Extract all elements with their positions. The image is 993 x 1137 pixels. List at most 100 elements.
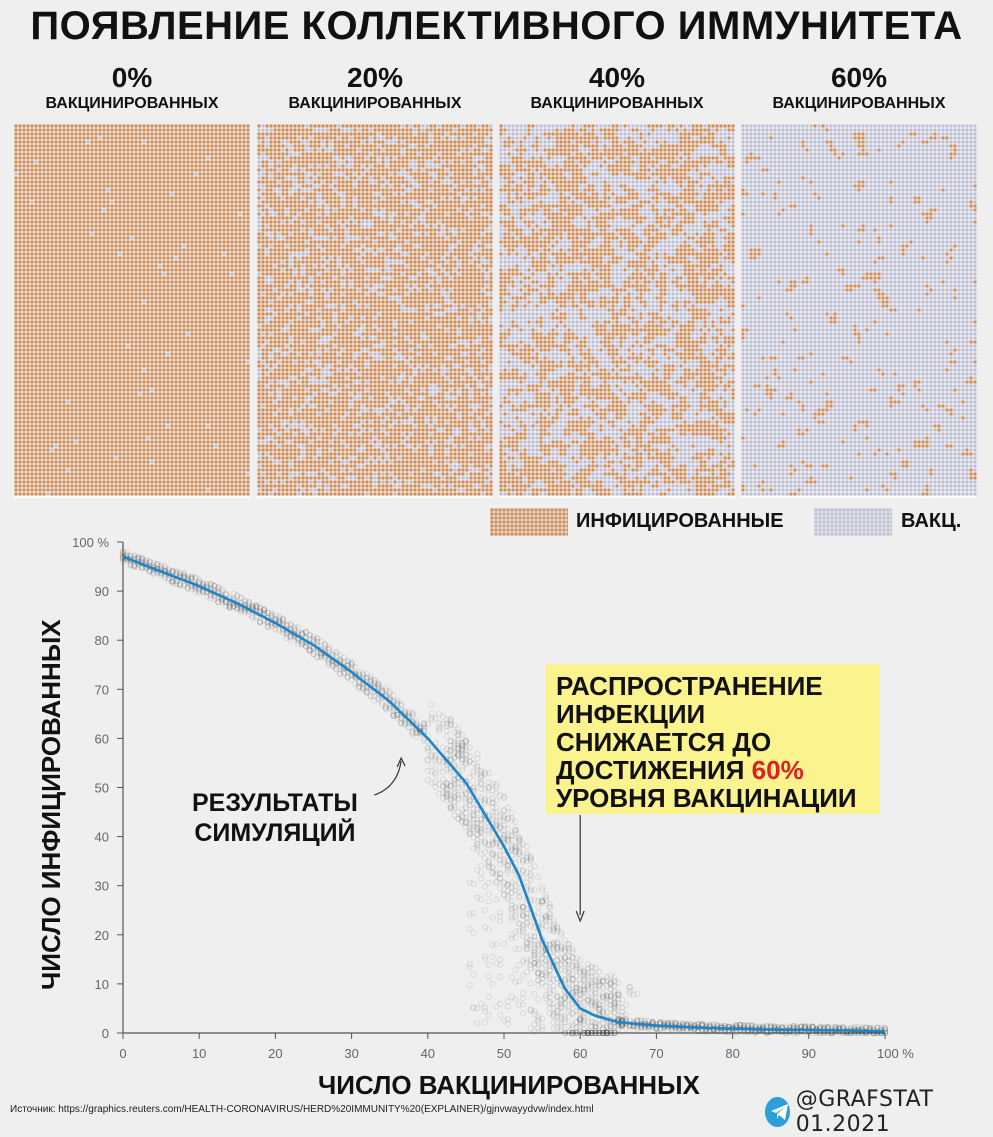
simulation-point	[599, 993, 607, 1000]
simulation-point	[462, 747, 469, 754]
simulation-point	[603, 1029, 610, 1037]
simulation-point	[599, 984, 607, 991]
x-tick-label: 0	[119, 1046, 126, 1061]
simulation-point	[458, 817, 466, 824]
simulation-point	[428, 762, 435, 769]
simulation-point	[580, 990, 588, 997]
simulation-point	[447, 747, 454, 754]
simulation-point	[458, 767, 466, 774]
simulation-point	[272, 612, 279, 619]
simulation-point	[443, 733, 450, 740]
simulation-point	[584, 1029, 591, 1037]
simulation-point	[508, 845, 515, 852]
simulation-point	[493, 851, 500, 858]
simulation-point	[398, 714, 405, 721]
simulation-point	[234, 605, 241, 612]
simulation-point	[321, 645, 329, 652]
simulation-point	[424, 757, 431, 764]
simulation-point	[226, 604, 233, 611]
simulation-point	[455, 796, 462, 803]
simulation-point	[424, 720, 431, 727]
simulation-point	[584, 983, 591, 990]
simulation-point	[588, 1029, 595, 1037]
simulation-point	[611, 1000, 618, 1007]
simulation-point	[531, 1008, 538, 1015]
simulation-point	[539, 1023, 546, 1030]
simulation-point	[451, 804, 458, 812]
simulation-point	[516, 906, 523, 913]
simulation-point	[512, 830, 519, 837]
simulation-point	[619, 1004, 626, 1011]
simulation-point	[508, 842, 515, 849]
simulation-point	[569, 1029, 576, 1037]
simulation-point	[420, 725, 428, 732]
simulation-point	[314, 653, 321, 660]
simulation-point	[207, 580, 214, 587]
simulation-point	[596, 995, 603, 1002]
simulation-point	[306, 647, 313, 654]
simulation-point	[470, 785, 477, 792]
simulation-point	[508, 889, 515, 896]
simulation-point	[565, 958, 572, 965]
simulation-point	[588, 1022, 595, 1029]
simulation-point	[577, 1029, 584, 1037]
simulation-point	[177, 581, 184, 588]
simulation-point	[577, 1017, 584, 1024]
simulation-point	[599, 1001, 607, 1008]
simulation-point	[462, 805, 469, 813]
simulation-point	[615, 991, 622, 999]
simulation-point	[497, 1011, 504, 1018]
simulation-point	[234, 592, 241, 599]
simulation-point	[386, 690, 393, 697]
simulation-point	[569, 971, 576, 978]
simulation-point	[249, 602, 256, 610]
simulation-point	[398, 720, 405, 727]
simulation-point	[554, 1003, 561, 1010]
simulation-point	[386, 705, 393, 712]
simulation-point	[443, 791, 450, 798]
simulation-point	[535, 873, 542, 881]
simulation-point	[531, 933, 538, 940]
simulation-point	[458, 813, 466, 820]
simulation-point	[169, 579, 176, 586]
simulation-point	[599, 1029, 607, 1037]
simulation-point	[580, 987, 588, 995]
simulation-point	[318, 653, 325, 660]
simulation-point	[352, 672, 359, 679]
simulation-point	[413, 730, 420, 737]
mean-curve	[122, 555, 886, 1033]
simulation-point	[519, 921, 527, 928]
simulation-point	[378, 699, 386, 706]
simulation-point	[516, 962, 523, 969]
simulation-point	[363, 689, 370, 696]
simulation-point	[577, 957, 584, 964]
simulation-point	[458, 742, 466, 750]
simulation-point	[596, 1022, 603, 1029]
simulation-point	[565, 945, 572, 952]
simulation-point	[485, 961, 492, 969]
simulation-point	[298, 639, 306, 647]
simulation-point	[458, 764, 466, 771]
simulation-point	[474, 843, 481, 850]
simulation-point	[611, 977, 618, 984]
simulation-point	[611, 979, 618, 986]
simulation-point	[390, 712, 397, 720]
simulation-point	[497, 857, 504, 864]
simulation-point	[329, 662, 336, 669]
simulation-point	[462, 739, 469, 746]
simulation-point	[626, 990, 633, 997]
simulation-point	[451, 722, 458, 729]
simulation-point	[462, 760, 469, 767]
simulation-point	[474, 830, 481, 837]
simulation-point	[603, 977, 610, 984]
simulation-point	[588, 964, 595, 971]
simulation-point	[481, 855, 489, 862]
simulation-point	[584, 1029, 591, 1037]
simulation-point	[508, 905, 515, 912]
simulation-point	[588, 1029, 595, 1037]
panel-header-0: 0% ВАКЦИНИРОВАННЫХ	[14, 62, 250, 114]
simulation-point	[474, 1020, 481, 1027]
simulation-point	[508, 836, 515, 843]
simulation-point	[207, 582, 214, 589]
simulation-point	[489, 863, 496, 871]
